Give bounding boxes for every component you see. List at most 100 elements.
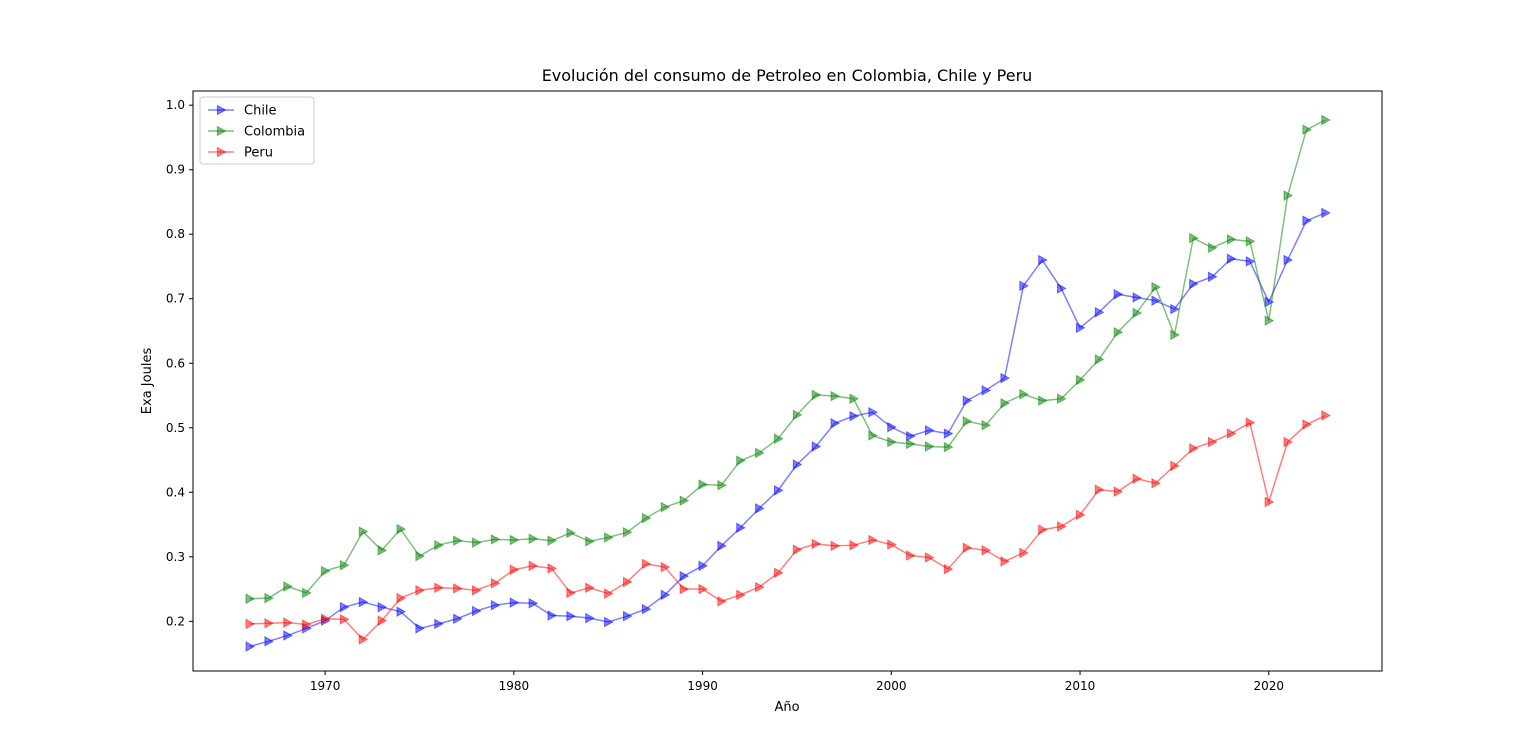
data-point [660,501,671,513]
data-point [1226,428,1237,439]
data-point [622,610,633,622]
data-point [660,589,671,601]
data-point [339,614,350,625]
data-point [830,540,841,552]
data-point [887,421,897,433]
data-point [849,539,860,551]
data-point [755,447,765,459]
legend-marker [216,146,227,158]
data-point [981,545,992,556]
x-tick-label: 1990 [687,679,718,693]
legend-marker [216,125,227,137]
data-point [1057,283,1067,294]
data-point [773,433,784,445]
data-point [396,523,407,535]
x-axis-label: Año [774,700,799,715]
data-point [679,495,690,507]
data-point [887,539,897,550]
data-point [264,635,275,647]
data-point [830,390,841,402]
data-point [1264,496,1275,508]
data-point [490,534,501,545]
data-point [358,526,369,537]
data-point [302,619,312,630]
series-colombia [245,114,1331,605]
data-point [321,613,331,625]
data-point [434,539,444,551]
legend-marker [216,104,227,116]
legend-label-colombia: Colombia [244,125,305,140]
data-point [396,592,407,604]
plot-frame [192,90,1383,672]
y-tick-label: 0.4 [166,485,185,499]
data-point [811,538,822,550]
data-point [1057,393,1067,405]
data-point [1208,271,1218,283]
data-point [698,560,709,572]
data-point [471,585,482,596]
data-point [679,570,690,582]
data-point [377,601,388,613]
x-tick-label: 2020 [1253,679,1284,693]
data-point [736,589,746,601]
data-point [1151,281,1162,293]
data-point [528,560,539,572]
series-line-peru [249,414,1326,641]
data-point [1226,253,1237,265]
data-point [321,565,331,577]
data-point [1000,372,1011,384]
x-tick-label: 1970 [310,679,341,693]
data-point [490,577,501,589]
y-tick-label: 0.2 [166,614,185,628]
data-point [811,389,822,401]
data-point [924,425,935,436]
data-point [868,406,878,418]
data-point [1264,315,1275,327]
data-point [924,552,935,563]
data-point [509,564,520,576]
data-point [868,534,878,546]
data-point [1189,278,1199,290]
data-point [792,459,803,470]
data-point [1038,395,1048,407]
data-point [471,537,482,548]
data-point [1113,326,1124,338]
data-point [1170,303,1180,315]
data-point [1057,521,1067,532]
data-point [736,522,746,534]
y-tick-label: 0.9 [166,163,185,177]
data-point [453,613,463,625]
data-point [906,430,916,442]
data-point [1302,124,1313,136]
data-point [339,559,350,571]
data-point [1245,255,1256,267]
y-tick-label: 1.0 [166,98,185,112]
data-point [604,616,614,628]
x-tick-label: 2010 [1065,679,1096,693]
data-point [981,419,992,431]
y-tick-label: 0.7 [166,292,185,306]
data-point [415,623,426,634]
data-point [943,428,954,439]
data-point [1189,232,1199,244]
data-point [264,592,275,604]
data-point [792,409,803,421]
data-point [1208,436,1218,448]
data-point [849,393,860,405]
data-point [717,540,727,552]
data-point [415,550,426,562]
data-point [283,630,293,641]
data-point [604,532,614,543]
series-peru [245,410,1331,645]
data-point [415,585,426,596]
data-point [1019,280,1029,292]
data-point [1019,388,1029,400]
data-point [962,415,973,427]
y-axis-label: Exa Joules [140,348,155,415]
data-point [887,436,897,448]
data-point [1019,547,1029,559]
data-point [1038,524,1048,536]
data-point [1208,242,1218,254]
y-tick-label: 0.8 [166,227,185,241]
data-point [585,582,595,594]
